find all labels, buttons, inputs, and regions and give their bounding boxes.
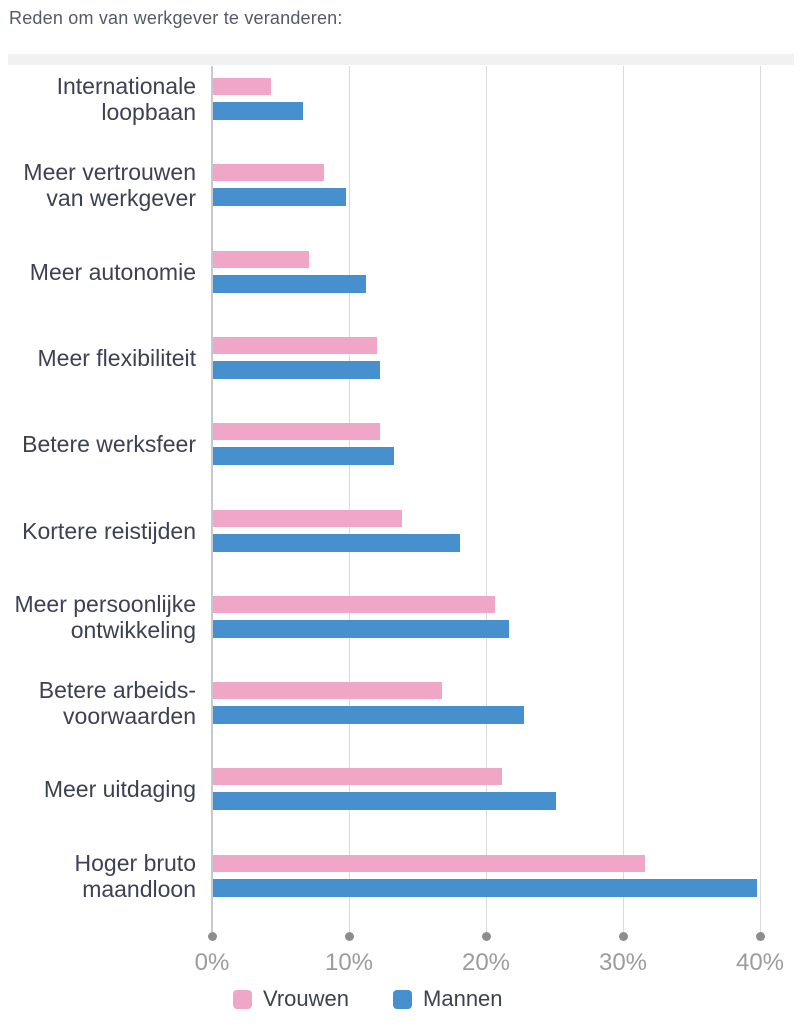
axis-tick-dot (207, 932, 217, 941)
category-label: Hoger bruto maandloon (0, 850, 196, 902)
category-label-line: Kortere reistijden (22, 517, 196, 544)
x-axis-tick-label: 30% (598, 949, 648, 976)
legend-label-mannen: Mannen (423, 986, 503, 1011)
bar-vrouwen-2 (213, 250, 309, 268)
bar-mannen-3 (213, 360, 381, 379)
x-axis-tick-label: 40% (735, 949, 785, 976)
bar-vrouwen-8 (213, 768, 503, 786)
bar-mannen-9 (213, 878, 757, 897)
category-label: Internationale loopbaan (0, 73, 196, 125)
category-label: Meer autonomie (0, 259, 196, 285)
category-label-line: voorwaarden (63, 703, 196, 730)
x-axis-tick-label: 10% (324, 949, 374, 976)
category-label-line: Meer flexibiliteit (37, 344, 197, 371)
category-label: Betere arbeids-voorwaarden (0, 677, 196, 729)
bar-vrouwen-0 (213, 78, 271, 95)
bar-mannen-4 (213, 447, 394, 466)
legend-swatch-vrouwen (233, 989, 252, 1009)
chart-title: Reden om van werkgever te veranderen: (9, 8, 343, 28)
bar-mannen-7 (213, 706, 524, 725)
category-label: Meer persoonlijke ontwikkeling (0, 591, 196, 643)
gridline (485, 66, 487, 932)
category-label-line: van werkgever (46, 185, 196, 212)
axis-tick-dot (344, 932, 354, 941)
gridline (348, 66, 350, 932)
x-axis-tick-label: 20% (461, 949, 511, 976)
bar-vrouwen-1 (213, 164, 324, 182)
bar-mannen-5 (213, 533, 460, 552)
bar-mannen-0 (213, 102, 304, 120)
axis-tick-dot (755, 932, 765, 941)
category-label-line: Meer uitdaging (43, 776, 196, 803)
category-label: Betere werksfeer (0, 431, 196, 457)
bar-vrouwen-6 (213, 595, 496, 613)
category-label: Meer flexibiliteit (0, 344, 197, 371)
bar-mannen-1 (213, 188, 346, 207)
legend-swatch-mannen (393, 989, 413, 1009)
bar-vrouwen-5 (213, 509, 403, 527)
axis-tick-dot (481, 932, 491, 941)
category-label-line: maandloon (82, 875, 196, 902)
category-label: Kortere reistijden (0, 518, 196, 544)
bar-vrouwen-7 (213, 682, 442, 700)
category-label-line: ontwikkeling (70, 616, 196, 643)
gridline (759, 66, 761, 932)
bar-mannen-6 (213, 619, 509, 638)
y-axis-line (211, 66, 213, 932)
category-label-line: Meer autonomie (29, 258, 196, 285)
divider-band (8, 54, 794, 65)
category-label-line: Internationale (56, 73, 196, 99)
bar-mannen-8 (213, 792, 556, 811)
category-label-line: Meer persoonlijke (14, 590, 196, 617)
category-label-line: Betere werksfeer (22, 431, 196, 458)
gridline (622, 66, 624, 932)
category-label: Meer vertrouwen van werkgever (0, 159, 196, 211)
category-label-line: loopbaan (101, 99, 196, 125)
axis-tick-dot (618, 932, 628, 941)
category-label-line: Meer vertrouwen (23, 159, 196, 186)
category-label: Meer uitdaging (0, 776, 196, 802)
legend-label-vrouwen: Vrouwen (263, 986, 350, 1011)
bar-mannen-2 (213, 274, 367, 293)
bar-vrouwen-3 (213, 336, 378, 354)
legend: Vrouwen Mannen (233, 986, 503, 1012)
category-label-line: Hoger bruto (74, 849, 196, 876)
category-label-line: Betere arbeids- (38, 677, 196, 704)
bar-vrouwen-4 (213, 423, 381, 441)
x-axis-tick-label: 0% (194, 949, 230, 976)
bar-vrouwen-9 (213, 854, 645, 872)
